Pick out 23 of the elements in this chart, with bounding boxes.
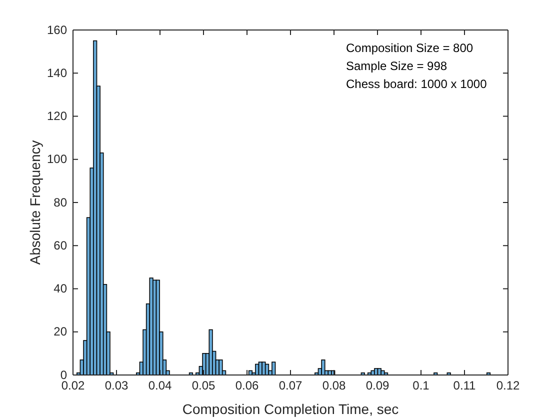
x-tick-label: 0.09 (366, 378, 390, 393)
y-tick-label: 60 (54, 238, 68, 252)
x-tick-label: 0.03 (104, 378, 128, 393)
y-tick-label: 80 (54, 195, 68, 210)
y-axis-title: Absolute Frequency (27, 140, 43, 265)
x-tick-label: 0.08 (322, 378, 346, 393)
y-tick-label: 160 (46, 22, 68, 37)
x-tick-label: 0.11 (453, 378, 476, 393)
annotation: Chess board: 1000 x 1000 (346, 77, 488, 91)
y-tick-label: 40 (54, 282, 68, 296)
x-tick-label: 0.07 (278, 378, 302, 393)
x-tick-label: 0.1 (412, 378, 430, 393)
x-tick-label: 0.04 (148, 378, 172, 393)
y-tick-label: 20 (54, 324, 68, 339)
x-tick-label: 0.12 (496, 378, 520, 393)
x-tick-label: 0.06 (235, 378, 259, 393)
x-axis-title: Composition Completion Time, sec (182, 401, 399, 417)
y-tick-label: 100 (46, 152, 68, 166)
annotation: Sample Size = 998 (346, 59, 448, 73)
y-tick-label: 140 (46, 66, 68, 80)
annotation: Composition Size = 800 (346, 41, 474, 55)
x-tick-label: 0.05 (192, 378, 216, 393)
y-tick-label: 120 (46, 109, 68, 124)
